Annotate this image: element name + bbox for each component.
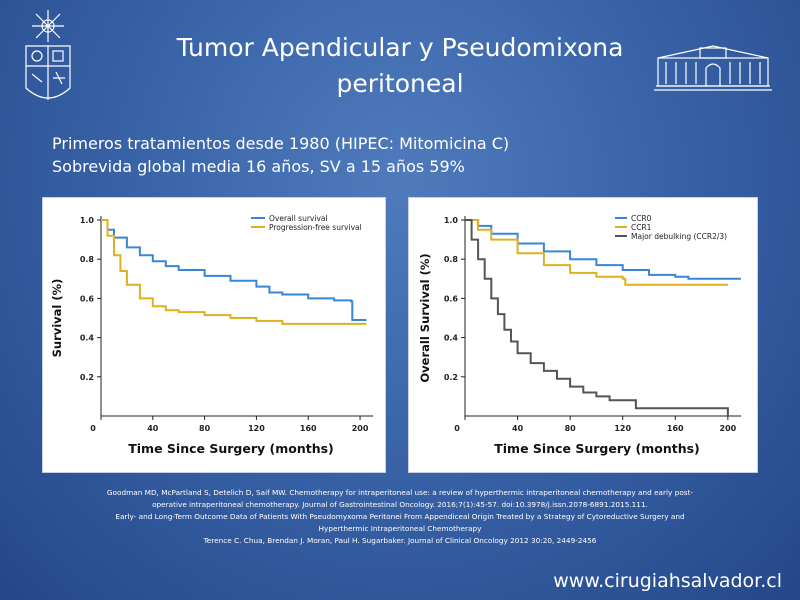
x-tick-label: 160: [300, 424, 317, 433]
slide-title: Tumor Apendicular y Pseudomixona periton…: [130, 30, 670, 102]
y-axis-label: Survival (%): [50, 279, 64, 358]
overall-survival-by-ccr-chart: 0.2 0.4 0.6 0.8 1.0 0 40 80 120 160 200 Time Since …: [418, 214, 741, 456]
series-line: [465, 219, 741, 280]
legend-label: CCR1: [631, 223, 652, 232]
y-tick-label: 0.6: [444, 294, 459, 303]
x-tick-label: 40: [147, 424, 159, 433]
legend-label: CCR0: [631, 214, 652, 223]
website-url: www.cirugiahsalvador.cl: [553, 570, 782, 592]
x-tick-label: 160: [667, 424, 684, 433]
chart-panel-left: 0.2 0.4 0.6 0.8 1.0 0 40 80 120 160 200 Time Since …: [42, 197, 386, 473]
x-axis-label: Time Since Surgery (months): [494, 441, 700, 456]
y-tick-label: 0.2: [444, 373, 458, 382]
chart-panel-right: 0.2 0.4 0.6 0.8 1.0 0 40 80 120 160 200 Time Since …: [408, 197, 758, 473]
university-seal-logo: [25, 10, 71, 100]
reference-line: Early- and Long-Term Outcome Data of Pat…: [115, 512, 685, 521]
x-tick-label: 120: [614, 424, 631, 433]
y-tick-label: 0.8: [444, 255, 459, 264]
title-line-1: Tumor Apendicular y Pseudomixona: [176, 33, 624, 62]
series-line: [465, 219, 728, 286]
reference-line: Hyperthermic Intraperitoneal Chemotherap…: [318, 524, 482, 533]
x-tick-label: 0: [90, 424, 96, 433]
y-tick-label: 0.2: [80, 373, 94, 382]
survival-chart: 0.2 0.4 0.6 0.8 1.0 0 40 80 120 160 200 Time Since …: [50, 214, 373, 456]
subtitle-line-1: Primeros tratamientos desde 1980 (HIPEC:…: [52, 134, 510, 153]
x-tick-label: 200: [720, 424, 737, 433]
y-tick-label: 0.4: [444, 334, 459, 343]
x-tick-label: 80: [199, 424, 211, 433]
series-line: [101, 219, 367, 321]
legend-label: Overall survival: [269, 214, 328, 223]
legend-label: Major debulking (CCR2/3): [631, 232, 727, 241]
reference-line: operative intraperitoneal chemotherapy. …: [152, 500, 648, 509]
series-line: [465, 219, 729, 416]
reference-line: Goodman MD, McPartland S, Detelich D, Sa…: [106, 488, 694, 497]
y-axis-label: Overall Survival (%): [418, 253, 432, 382]
x-tick-label: 200: [352, 424, 369, 433]
y-tick-label: 0.6: [80, 294, 95, 303]
hospital-building-logo: [654, 45, 772, 91]
title-line-2: peritoneal: [336, 69, 464, 98]
reference-line: Terence C. Chua, Brendan J. Moran, Paul …: [203, 536, 597, 545]
references: Goodman MD, McPartland S, Detelich D, Sa…: [40, 487, 760, 547]
x-tick-label: 80: [565, 424, 577, 433]
x-axis-label: Time Since Surgery (months): [128, 441, 334, 456]
x-tick-label: 120: [248, 424, 265, 433]
x-tick-label: 40: [512, 424, 524, 433]
series-line: [101, 219, 367, 325]
subtitle-line-2: Sobrevida global media 16 años, SV a 15 …: [52, 157, 465, 176]
y-tick-label: 1.0: [80, 216, 95, 225]
y-tick-label: 1.0: [444, 216, 459, 225]
legend-label: Progression-free survival: [269, 223, 362, 232]
y-tick-label: 0.8: [80, 255, 95, 264]
x-tick-label: 0: [454, 424, 460, 433]
y-tick-label: 0.4: [80, 334, 95, 343]
